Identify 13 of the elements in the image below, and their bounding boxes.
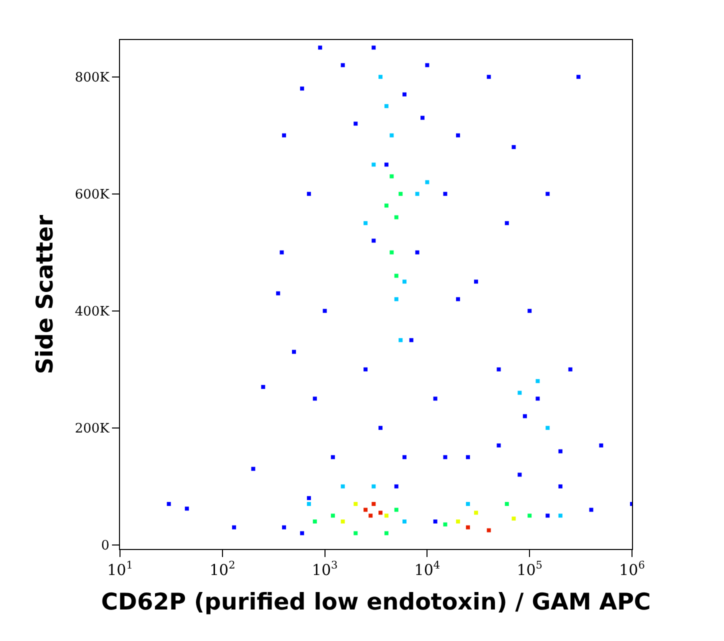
x-tick-label: 10$^{4}$ [414, 560, 440, 579]
x-tick-label: 10$^{5}$ [516, 560, 542, 579]
x-tick-label: 10$^{6}$ [619, 560, 646, 579]
x-tick-label: 10$^{3}$ [312, 560, 338, 579]
y-tick-label: 200K [74, 421, 110, 436]
x-axis-title: CD62P (purified low endotoxin) / GAM APC [101, 590, 651, 616]
y-tick-label: 0 [101, 538, 110, 554]
y-axis-title: Side Scatter [32, 214, 58, 374]
y-tick-label: 800K [74, 70, 110, 86]
x-tick-label: 10$^{1}$ [107, 560, 133, 579]
x-tick-label: 10$^{2}$ [210, 560, 236, 579]
y-tick-label: 600K [74, 187, 110, 202]
y-tick-label: 400K [74, 304, 110, 320]
